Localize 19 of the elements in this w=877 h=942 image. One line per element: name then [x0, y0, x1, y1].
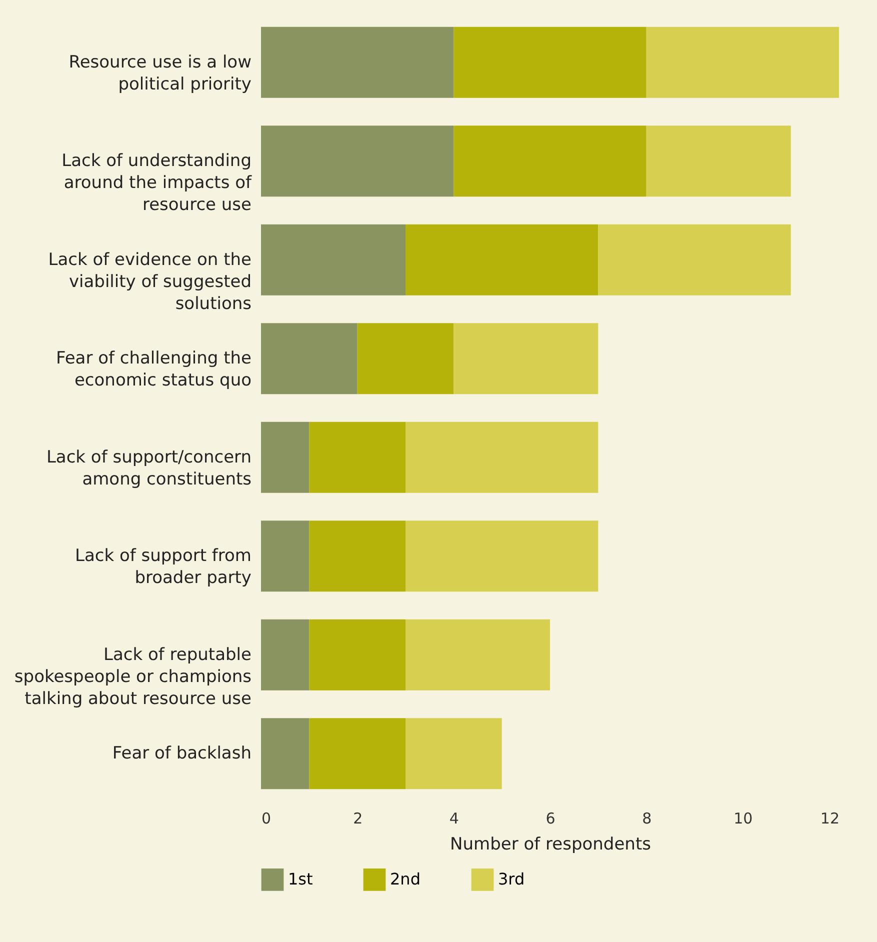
- legend-label: 2nd: [390, 870, 420, 889]
- y-tick-label: Lack of reputable spokespeople or champions talking about resource use: [14, 644, 252, 709]
- x-tick-label: 6: [546, 810, 556, 828]
- y-tick-label: Fear of backlash: [112, 744, 252, 764]
- x-tick-label: 4: [449, 810, 459, 828]
- x-tick-label: 8: [642, 810, 652, 828]
- y-tick-label: Lack of support/concern among constituents: [46, 447, 252, 490]
- legend-label: 3rd: [498, 870, 525, 889]
- y-tick-label: Lack of support from broader party: [74, 546, 252, 588]
- y-tick-label: Lack of understanding around the impacts of resource use: [62, 151, 253, 216]
- y-tick-label: Resource use is a low political priority: [68, 52, 252, 94]
- x-tick-label: 0: [262, 810, 272, 828]
- x-tick-label: 12: [820, 810, 840, 828]
- legend-label: 1st: [288, 870, 313, 889]
- x-tick-label: 2: [353, 810, 363, 828]
- y-tick-label: Fear of challenging the economic status quo: [56, 348, 252, 391]
- x-axis-title: Number of respondents: [450, 834, 652, 854]
- y-tick-label: Lack of evidence on the viability of suggested solutions: [48, 250, 252, 314]
- x-tick-label: 10: [734, 810, 753, 828]
